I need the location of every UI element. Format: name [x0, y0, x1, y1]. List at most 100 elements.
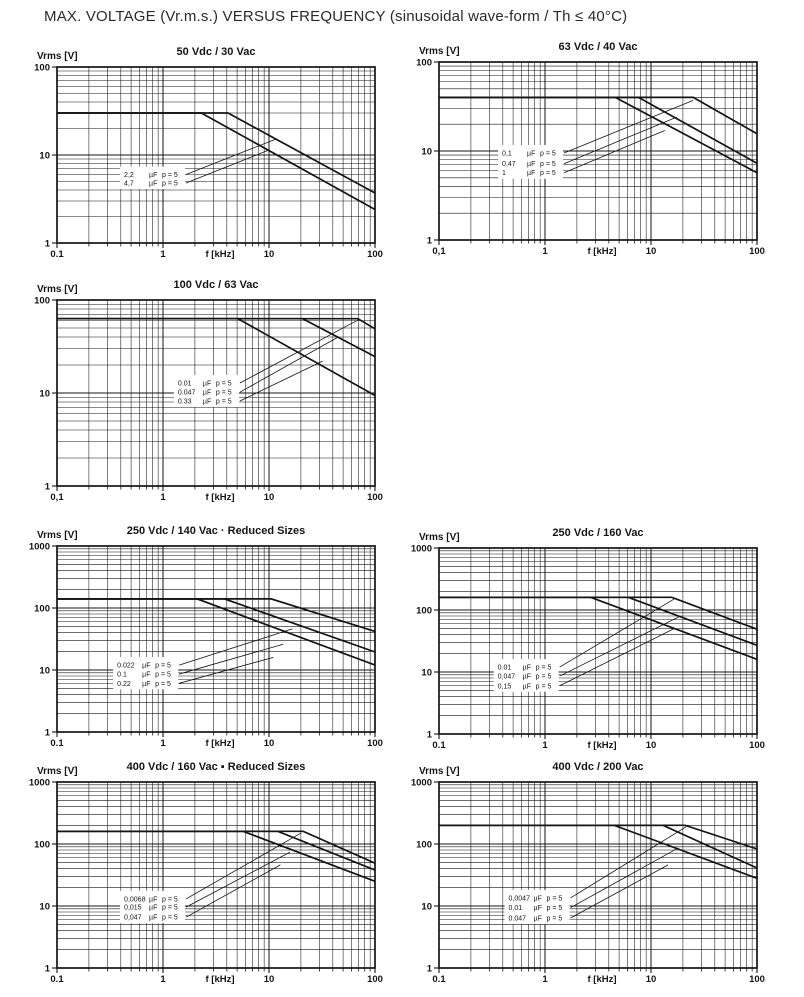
- svg-text:µF: µF: [527, 170, 535, 177]
- chart-250vdc-140vac-reduced: 250 Vdc / 140 Vac · Reduced Sizes Vrms […: [10, 522, 392, 756]
- svg-text:0,047: 0,047: [498, 674, 516, 681]
- svg-text:10: 10: [39, 902, 50, 913]
- svg-text:1000: 1000: [411, 544, 432, 555]
- legend: 0.01 µF p = 5 0.047 µF p = 5 0.33 µF p = 5: [173, 375, 239, 408]
- grid: [57, 782, 375, 968]
- svg-text:0,0068: 0,0068: [124, 896, 146, 903]
- svg-text:µF: µF: [534, 895, 542, 902]
- series-curve: [439, 596, 758, 630]
- svg-text:p = 5: p = 5: [216, 390, 232, 397]
- series-curve: [57, 830, 376, 871]
- svg-text:10: 10: [264, 249, 275, 260]
- pointer-lines: [570, 826, 687, 919]
- y-axis-label: Vrms [V]: [37, 284, 78, 295]
- svg-text:100: 100: [749, 740, 765, 751]
- svg-text:100: 100: [416, 840, 432, 851]
- svg-text:f [kHz]: f [kHz]: [205, 738, 234, 749]
- grid: [439, 782, 757, 968]
- svg-text:0,15: 0,15: [498, 683, 512, 690]
- pointer-lines: [559, 598, 681, 687]
- series-curve: [439, 596, 758, 661]
- svg-text:4,7: 4,7: [124, 181, 134, 188]
- svg-text:p = 5: p = 5: [540, 170, 556, 177]
- plot-border: [56, 781, 376, 969]
- chart-title: 250 Vdc / 160 Vac: [552, 527, 644, 539]
- svg-text:p = 5: p = 5: [155, 672, 171, 679]
- plot-border: [438, 781, 758, 969]
- svg-text:0.01: 0.01: [498, 665, 512, 672]
- svg-text:100: 100: [416, 606, 432, 617]
- svg-text:100: 100: [367, 974, 383, 985]
- svg-text:100: 100: [34, 604, 50, 615]
- svg-text:0.047: 0.047: [178, 390, 196, 397]
- svg-text:100: 100: [367, 249, 383, 260]
- svg-text:f [kHz]: f [kHz]: [587, 740, 616, 751]
- grid: [57, 546, 375, 732]
- svg-text:1: 1: [45, 482, 51, 493]
- chart-title: 50 Vdc / 30 Vac: [176, 46, 256, 58]
- svg-text:10: 10: [39, 666, 50, 677]
- svg-text:p = 5: p = 5: [547, 895, 563, 902]
- svg-text:µF: µF: [142, 681, 150, 688]
- svg-text:µF: µF: [149, 181, 157, 188]
- plot-border: [438, 547, 758, 735]
- svg-text:p = 5: p = 5: [536, 674, 552, 681]
- chart-400vdc-160vac-reduced: 400 Vdc / 160 Vac ▪ Reduced Sizes Vrms […: [10, 757, 392, 997]
- chart-63vdc-40vac: 63 Vdc / 40 Vac Vrms [V] 0,1 1 10 100 100 10 1…: [400, 40, 792, 272]
- legend-box: [120, 166, 186, 190]
- svg-text:µF: µF: [149, 172, 157, 179]
- svg-text:0,1: 0,1: [50, 492, 64, 503]
- svg-text:0.22: 0.22: [117, 681, 131, 688]
- series-curve: [57, 317, 376, 397]
- svg-text:µF: µF: [149, 905, 157, 912]
- svg-text:µF: µF: [142, 663, 150, 670]
- svg-text:100: 100: [367, 738, 383, 749]
- svg-text:f [kHz]: f [kHz]: [587, 246, 616, 257]
- svg-text:1000: 1000: [29, 542, 50, 553]
- series-lines: [57, 598, 376, 666]
- svg-text:p = 5: p = 5: [162, 915, 178, 922]
- svg-text:10: 10: [421, 902, 432, 913]
- chart-title: 250 Vdc / 140 Vac · Reduced Sizes: [126, 525, 306, 537]
- svg-text:1: 1: [45, 964, 51, 975]
- svg-text:µF: µF: [523, 674, 531, 681]
- svg-text:µF: µF: [534, 916, 542, 923]
- svg-text:µF: µF: [527, 150, 535, 157]
- svg-text:0.33: 0.33: [178, 399, 192, 406]
- svg-text:0.1: 0.1: [50, 974, 64, 985]
- pointer-lines: [185, 138, 277, 184]
- svg-text:p = 5: p = 5: [540, 150, 556, 157]
- svg-text:µF: µF: [523, 683, 531, 690]
- chart-title: 400 Vdc / 200 Vac: [552, 761, 644, 773]
- svg-text:10: 10: [646, 740, 657, 751]
- series-curve: [57, 112, 376, 194]
- pointer-lines: [185, 832, 302, 918]
- svg-text:1: 1: [502, 170, 506, 177]
- svg-text:p = 5: p = 5: [162, 181, 178, 188]
- svg-text:p = 5: p = 5: [536, 665, 552, 672]
- svg-text:f [kHz]: f [kHz]: [205, 492, 234, 503]
- series-curve: [57, 317, 376, 330]
- svg-text:10: 10: [421, 668, 432, 679]
- svg-text:0,47: 0,47: [502, 161, 516, 168]
- svg-text:p = 5: p = 5: [162, 172, 178, 179]
- svg-text:1: 1: [542, 246, 548, 257]
- series-lines: [57, 317, 376, 397]
- series-curve: [439, 96, 758, 174]
- legend: 2,2 µF p = 5 4,7 µF p = 5: [120, 166, 186, 190]
- svg-text:0.01: 0.01: [178, 381, 192, 388]
- svg-text:0.1: 0.1: [117, 672, 127, 679]
- legend-box: [120, 890, 186, 924]
- pointer-lines: [563, 100, 694, 174]
- svg-text:0,0047: 0,0047: [509, 895, 531, 902]
- legend-box: [173, 375, 239, 408]
- legend: 0,0047 µF p = 50.01 µF p = 50.047 µF p = 5: [504, 889, 570, 925]
- svg-text:100: 100: [34, 63, 50, 74]
- svg-text:f [kHz]: f [kHz]: [205, 974, 234, 985]
- legend-box: [113, 657, 179, 690]
- svg-text:0,047: 0,047: [124, 915, 142, 922]
- y-axis-label: Vrms [V]: [37, 766, 78, 777]
